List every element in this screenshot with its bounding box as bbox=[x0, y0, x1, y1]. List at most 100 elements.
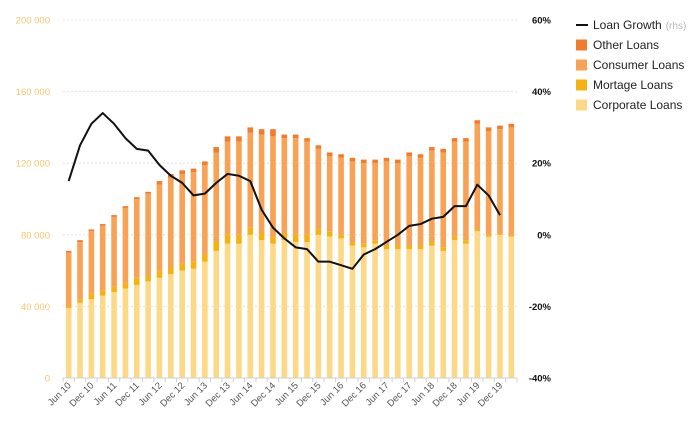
bar-corporate-dec-19 bbox=[497, 234, 503, 378]
legend-label-loan-growth: Loan Growth (rhs) bbox=[593, 18, 686, 32]
bar-mortgage-jun-15 bbox=[292, 234, 299, 242]
bar-other-mar-11 bbox=[99, 224, 106, 226]
y-axis-right-tick-label: 20% bbox=[532, 159, 552, 170]
loan-growth-line-group bbox=[67, 112, 501, 270]
legend-item-corporate: Corporate Loans bbox=[576, 98, 682, 112]
x-axis-tick-label: Dec 10 bbox=[67, 380, 96, 409]
legend-item-consumer: Consumer Loans bbox=[576, 58, 684, 72]
legend-label-other: Other Loans bbox=[593, 38, 659, 52]
bar-other-mar-12 bbox=[145, 191, 151, 194]
bar-corporate-sep-11 bbox=[122, 288, 129, 378]
gridlines bbox=[63, 19, 517, 379]
bar-corporate-jun-19 bbox=[474, 231, 481, 378]
bar-other-dec-14 bbox=[270, 129, 276, 137]
bar-mortgage-dec-13 bbox=[224, 234, 231, 244]
loan-growth-line bbox=[67, 112, 501, 270]
x-axis-tick-label: Dec 19 bbox=[476, 380, 505, 409]
bar-mortgage-sep-11 bbox=[122, 283, 129, 289]
bar-consumer-mar-15 bbox=[281, 138, 288, 234]
bar-other-mar-17 bbox=[372, 159, 378, 164]
bar-corporate-jun-17 bbox=[383, 249, 390, 378]
bar-corporate-sep-13 bbox=[213, 250, 220, 378]
bar-other-sep-10 bbox=[77, 240, 83, 242]
bar-mortgage-sep-18 bbox=[440, 247, 447, 251]
bar-other-dec-13 bbox=[224, 136, 231, 142]
bar-other-sep-17 bbox=[395, 159, 401, 164]
bar-mortgage-mar-13 bbox=[190, 261, 197, 269]
legend-swatch-consumer bbox=[576, 59, 587, 71]
bar-consumer-sep-12 bbox=[168, 177, 174, 268]
bar-corporate-mar-19 bbox=[463, 243, 469, 378]
bar-other-sep-13 bbox=[213, 147, 220, 153]
bar-other-mar-19 bbox=[463, 138, 469, 142]
bar-other-dec-16 bbox=[360, 159, 367, 164]
bar-consumer-mar-12 bbox=[145, 193, 151, 276]
bar-consumer-sep-14 bbox=[258, 134, 265, 234]
y-axis-right-tick-label: 0% bbox=[537, 230, 551, 241]
bar-consumer-jun-11 bbox=[111, 216, 117, 287]
bar-corporate-sep-14 bbox=[258, 240, 265, 378]
bar-mortgage-sep-14 bbox=[258, 233, 265, 241]
legend-label-loan-growth-name: Loan Growth bbox=[593, 18, 662, 32]
bar-other-mar-14 bbox=[236, 136, 242, 142]
legend-item-loan-growth: Loan Growth (rhs) bbox=[576, 18, 686, 32]
bar-consumer-jun-15 bbox=[292, 138, 299, 235]
bar-corporate-jun-10 bbox=[65, 308, 72, 378]
bar-corporate-mar-15 bbox=[281, 240, 288, 378]
bar-corporate-dec-17 bbox=[406, 249, 412, 378]
x-axis-tick-label: Dec 17 bbox=[385, 380, 414, 409]
bar-mortgage-dec-11 bbox=[133, 277, 140, 285]
bar-other-mar-18 bbox=[417, 154, 424, 158]
bar-corporate-jun-14 bbox=[247, 234, 254, 378]
bar-mortgage-dec-15 bbox=[315, 229, 322, 235]
bar-corporate-dec-16 bbox=[360, 247, 367, 378]
bar-corporate-jun-16 bbox=[338, 238, 344, 378]
bar-corporate-sep-19 bbox=[485, 236, 492, 378]
legend-swatch-mortgage bbox=[576, 79, 587, 91]
y-axis-left-tick-label: 120 000 bbox=[16, 159, 50, 170]
bar-mortgage-jun-10 bbox=[65, 306, 72, 309]
bar-corporate-mar-16 bbox=[326, 236, 333, 378]
bar-other-jun-13 bbox=[202, 161, 208, 165]
bar-mortgage-dec-10 bbox=[88, 293, 95, 300]
stacked-bars bbox=[65, 120, 515, 378]
bar-corporate-mar-14 bbox=[236, 243, 242, 378]
bar-mortgage-jun-18 bbox=[429, 241, 435, 246]
bar-mortgage-sep-13 bbox=[213, 241, 220, 251]
bar-corporate-dec-13 bbox=[224, 243, 231, 378]
bar-other-jun-10 bbox=[65, 250, 72, 253]
bar-corporate-sep-12 bbox=[168, 274, 174, 378]
bar-other-sep-19 bbox=[485, 127, 492, 131]
bar-other-dec-17 bbox=[406, 152, 412, 157]
bar-corporate-dec-14 bbox=[270, 243, 276, 378]
bar-consumer-dec-18 bbox=[451, 141, 458, 237]
bar-corporate-mar-20 bbox=[508, 236, 515, 378]
bar-other-sep-11 bbox=[122, 206, 129, 208]
bar-other-sep-16 bbox=[349, 157, 356, 162]
bar-consumer-mar-11 bbox=[99, 225, 106, 291]
bar-mortgage-dec-17 bbox=[406, 245, 412, 250]
bar-mortgage-sep-15 bbox=[304, 234, 310, 242]
bar-consumer-mar-14 bbox=[236, 141, 242, 235]
legend-label-corporate: Corporate Loans bbox=[593, 98, 682, 112]
bar-corporate-mar-12 bbox=[145, 281, 151, 378]
bar-mortgage-mar-17 bbox=[372, 240, 378, 244]
bar-corporate-dec-15 bbox=[315, 234, 322, 378]
bar-consumer-dec-19 bbox=[497, 129, 503, 234]
bar-mortgage-mar-12 bbox=[145, 275, 151, 282]
bar-consumer-jun-12 bbox=[156, 184, 163, 271]
bar-mortgage-sep-16 bbox=[349, 241, 356, 246]
x-axis-tick-label: Dec 18 bbox=[431, 380, 460, 409]
bar-mortgage-mar-16 bbox=[326, 231, 333, 237]
bar-corporate-jun-18 bbox=[429, 245, 435, 378]
bar-consumer-mar-16 bbox=[326, 156, 333, 232]
bar-corporate-dec-12 bbox=[179, 270, 185, 378]
x-axis-tick-label: Dec 14 bbox=[249, 380, 278, 409]
bar-mortgage-dec-19 bbox=[497, 233, 503, 235]
bar-corporate-jun-15 bbox=[292, 241, 299, 378]
y-axis-left-tick-label: 160 000 bbox=[16, 87, 50, 98]
bar-other-jun-16 bbox=[338, 154, 344, 158]
legend-label-mortgage: Mortage Loans bbox=[593, 78, 673, 92]
y-axis-right-tick-label: 40% bbox=[532, 87, 552, 98]
